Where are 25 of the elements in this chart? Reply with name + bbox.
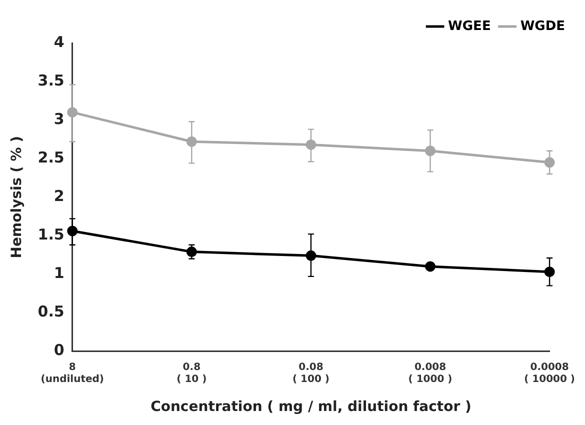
x-tick-label: 0.008 ( 1000 ) (408, 362, 452, 385)
y-tick-label: 0 (54, 341, 64, 360)
point (425, 261, 436, 272)
point (306, 250, 316, 261)
y-tick-label: 3 (54, 110, 64, 128)
x-tick-label: 0.8 ( 10 ) (176, 362, 207, 385)
point (306, 139, 316, 150)
point (544, 157, 555, 168)
y-axis-title: Hemolysis ( % ) (9, 136, 26, 258)
point (67, 107, 78, 118)
y-tick-label: 1.5 (38, 226, 64, 244)
point (67, 226, 78, 236)
y-tick-label: 2 (54, 186, 64, 205)
legend-label: WGEE (448, 18, 491, 34)
x-tick-label: 0.0008 ( 10000 ) (524, 362, 576, 385)
x-tick-label: 8 (undiluted) (40, 362, 104, 385)
x-axis-title: Concentration ( mg / ml, dilution factor ) (150, 399, 472, 416)
legend-label: WGDE (520, 18, 566, 34)
y-tick-label: 0.5 (38, 302, 64, 321)
y-tick-label: 1 (54, 264, 64, 282)
y-tick-label: 3.5 (38, 71, 64, 90)
point (544, 266, 555, 278)
y-tick-label: 2.5 (38, 148, 64, 166)
y-tick-label: 4 (54, 32, 64, 51)
x-tick-label: 0.08 ( 100 ) (292, 362, 330, 385)
